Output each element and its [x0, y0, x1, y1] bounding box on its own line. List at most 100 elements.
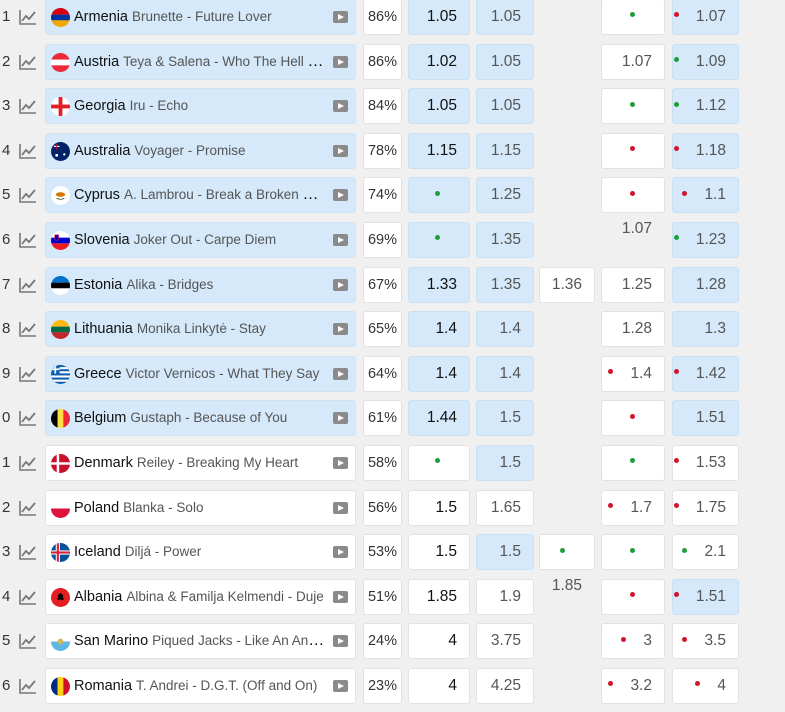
- bookmaker-odds-cell[interactable]: 1.43: [601, 400, 665, 460]
- bookmaker-odds-cell[interactable]: 1.09: [672, 43, 739, 80]
- trend-chart-icon[interactable]: [18, 365, 38, 383]
- bookmaker-odds-cell[interactable]: 1.25: [601, 266, 665, 303]
- bookmaker-odds-cell[interactable]: 1.02: [408, 43, 470, 80]
- bookmaker-odds-cell[interactable]: 4: [408, 623, 470, 660]
- table-row[interactable]: 0 Belgium Gustaph - Because of You 61% 1.44 1…: [0, 400, 785, 460]
- youtube-play-icon[interactable]: [333, 278, 348, 291]
- bookmaker-odds-cell[interactable]: 1.14: [601, 132, 665, 193]
- youtube-play-icon[interactable]: [333, 367, 348, 380]
- youtube-play-icon[interactable]: [333, 55, 348, 68]
- trend-chart-icon[interactable]: [18, 454, 38, 472]
- country-entry[interactable]: Georgia Iru - Echo: [45, 88, 356, 125]
- trend-chart-icon[interactable]: [18, 53, 38, 71]
- bookmaker-odds-cell[interactable]: 1.38: [601, 578, 665, 639]
- bookmaker-odds-cell[interactable]: 1.67: [408, 445, 470, 505]
- country-entry[interactable]: Poland Blanka - Solo: [45, 489, 356, 526]
- bookmaker-odds-cell[interactable]: 1.51: [672, 578, 739, 615]
- bookmaker-odds-cell[interactable]: 1.7: [601, 489, 665, 526]
- bookmaker-odds-cell[interactable]: 1.4: [476, 355, 534, 392]
- country-entry[interactable]: Slovenia Joker Out - Carpe Diem: [45, 222, 356, 258]
- table-row[interactable]: 6 Romania T. Andrei - D.G.T. (Off and On) 2…: [0, 668, 785, 712]
- bookmaker-odds-cell[interactable]: 1.35: [476, 222, 534, 258]
- table-row[interactable]: 4 Albania Albina & Familja Kelmendi - Duje…: [0, 578, 785, 639]
- bookmaker-odds-cell[interactable]: 1.23: [672, 222, 739, 258]
- bookmaker-odds-cell[interactable]: 1.02: [601, 0, 665, 59]
- bookmaker-odds-cell[interactable]: 1.4: [408, 311, 470, 348]
- bookmaker-odds-cell[interactable]: 1.9: [476, 578, 534, 615]
- bookmaker-odds-cell[interactable]: 1.4: [408, 355, 470, 392]
- youtube-play-icon[interactable]: [333, 546, 348, 559]
- table-row[interactable]: 9 Greece Victor Vernicos - What They Say 64…: [0, 355, 785, 400]
- country-entry[interactable]: Greece Victor Vernicos - What They Say: [45, 355, 356, 392]
- youtube-play-icon[interactable]: [333, 11, 348, 23]
- bookmaker-odds-cell[interactable]: 1.12: [672, 88, 739, 125]
- country-entry[interactable]: Romania T. Andrei - D.G.T. (Off and On): [45, 668, 356, 704]
- bookmaker-odds-cell[interactable]: 1.35: [476, 266, 534, 303]
- trend-chart-icon[interactable]: [18, 231, 38, 249]
- bookmaker-odds-cell[interactable]: 1.5: [408, 489, 470, 526]
- youtube-play-icon[interactable]: [333, 100, 348, 113]
- country-entry[interactable]: Albania Albina & Familja Kelmendi - Duje: [45, 578, 356, 615]
- table-row[interactable]: 2 Austria Teya & Salena - Who The Hell Is …: [0, 43, 785, 88]
- country-entry[interactable]: Lithuania Monika Linkytė - Stay: [45, 311, 356, 348]
- bookmaker-odds-cell[interactable]: 1.44: [408, 400, 470, 437]
- bookmaker-odds-cell[interactable]: 1.07: [601, 43, 665, 80]
- bookmaker-odds-cell[interactable]: 1.28: [672, 266, 739, 303]
- bookmaker-odds-cell[interactable]: 1.3: [672, 311, 739, 348]
- trend-chart-icon[interactable]: [18, 632, 38, 650]
- table-row[interactable]: 5 San Marino Piqued Jacks - Like An Animal…: [0, 623, 785, 667]
- bookmaker-odds-cell[interactable]: 1.05: [408, 0, 470, 35]
- bookmaker-odds-cell[interactable]: 1.07: [601, 177, 665, 237]
- youtube-play-icon[interactable]: [333, 635, 348, 648]
- bookmaker-odds-cell[interactable]: 1.53: [672, 445, 739, 481]
- bookmaker-odds-cell[interactable]: 3.2: [601, 668, 665, 704]
- bookmaker-odds-cell[interactable]: 1.51: [672, 400, 739, 437]
- trend-chart-icon[interactable]: [18, 276, 38, 294]
- youtube-play-icon[interactable]: [333, 680, 348, 692]
- bookmaker-odds-cell[interactable]: 2.1: [672, 534, 739, 571]
- bookmaker-odds-cell[interactable]: 1.25: [408, 177, 470, 237]
- bookmaker-odds-cell[interactable]: 1.42: [672, 355, 739, 392]
- bookmaker-odds-cell[interactable]: 2.06: [601, 534, 665, 594]
- bookmaker-odds-cell[interactable]: 1.4: [476, 311, 534, 348]
- trend-chart-icon[interactable]: [18, 499, 38, 517]
- bookmaker-odds-cell[interactable]: 1.25: [408, 222, 470, 282]
- table-row[interactable]: 8 Lithuania Monika Linkytė - Stay 65% 1.4 1.4…: [0, 311, 785, 355]
- trend-chart-icon[interactable]: [18, 142, 38, 160]
- bookmaker-odds-cell[interactable]: 1.85: [539, 534, 595, 594]
- bookmaker-odds-cell[interactable]: 1.18: [672, 132, 739, 169]
- trend-chart-icon[interactable]: [18, 409, 38, 427]
- trend-chart-icon[interactable]: [18, 186, 38, 204]
- youtube-play-icon[interactable]: [333, 412, 348, 425]
- bookmaker-odds-cell[interactable]: 3.5: [672, 623, 739, 660]
- trend-chart-icon[interactable]: [18, 320, 38, 338]
- trend-chart-icon[interactable]: [18, 588, 38, 606]
- bookmaker-odds-cell[interactable]: 1.36: [539, 266, 595, 303]
- country-entry[interactable]: San Marino Piqued Jacks - Like An Animal: [45, 623, 356, 660]
- bookmaker-odds-cell[interactable]: 1.38: [601, 445, 665, 505]
- youtube-play-icon[interactable]: [333, 501, 348, 514]
- trend-chart-icon[interactable]: [18, 97, 38, 115]
- table-row[interactable]: 7 Estonia Alika - Bridges 67% 1.33 1.35 1.36 1.…: [0, 266, 785, 311]
- bookmaker-odds-cell[interactable]: 1.05: [476, 0, 534, 35]
- bookmaker-odds-cell[interactable]: 1.15: [476, 132, 534, 169]
- bookmaker-odds-cell[interactable]: 1.25: [476, 177, 534, 214]
- bookmaker-odds-cell[interactable]: 1.28: [601, 311, 665, 348]
- youtube-play-icon[interactable]: [333, 590, 348, 603]
- youtube-play-icon[interactable]: [333, 189, 348, 202]
- bookmaker-odds-cell[interactable]: 1.1: [672, 177, 739, 214]
- country-entry[interactable]: Armenia Brunette - Future Lover: [45, 0, 356, 35]
- youtube-play-icon[interactable]: [333, 144, 348, 157]
- country-entry[interactable]: Australia Voyager - Promise: [45, 132, 356, 169]
- table-row[interactable]: 2 Poland Blanka - Solo 56% 1.5 1.65 1.7 1.75: [0, 489, 785, 534]
- bookmaker-odds-cell[interactable]: 1.5: [476, 445, 534, 481]
- table-row[interactable]: 1 Armenia Brunette - Future Lover 86% 1.05 1.…: [0, 0, 785, 59]
- bookmaker-odds-cell[interactable]: 4: [672, 668, 739, 704]
- youtube-play-icon[interactable]: [333, 323, 348, 336]
- bookmaker-odds-cell[interactable]: 1.09: [601, 88, 665, 148]
- trend-chart-icon[interactable]: [18, 543, 38, 561]
- bookmaker-odds-cell[interactable]: 1.85: [408, 578, 470, 615]
- table-row[interactable]: 4 Australia Voyager - Promise 78% 1.15 1.15 1.…: [0, 132, 785, 193]
